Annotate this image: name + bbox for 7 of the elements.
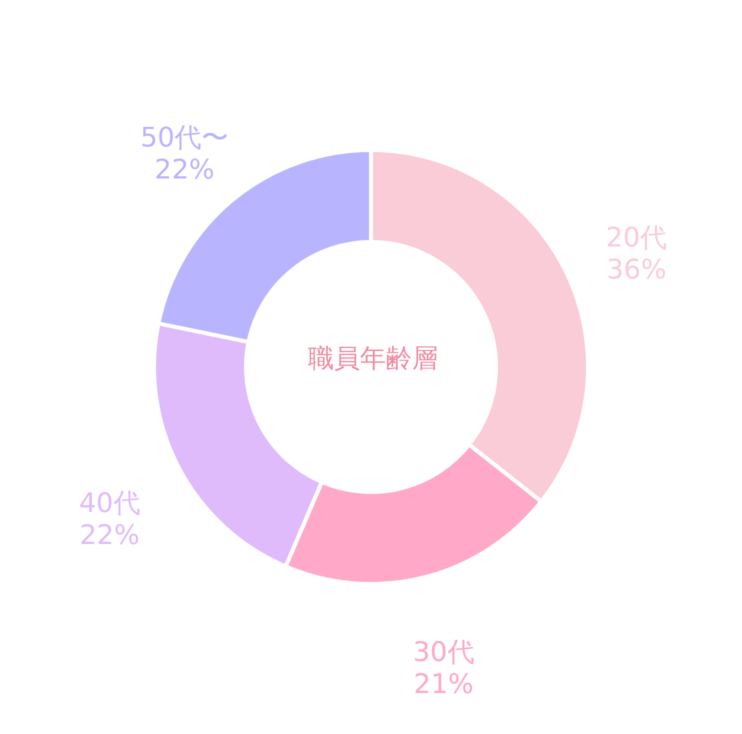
text: 職員年齢層 — [308, 344, 438, 374]
data-label: 22% — [154, 154, 215, 186]
slice-label: 50代〜 — [140, 122, 229, 154]
data-label: 22% — [80, 520, 140, 551]
slice-label: 40代 — [78, 488, 140, 519]
data-label: 21% — [414, 668, 474, 700]
slice-label: 30代 — [412, 636, 474, 668]
